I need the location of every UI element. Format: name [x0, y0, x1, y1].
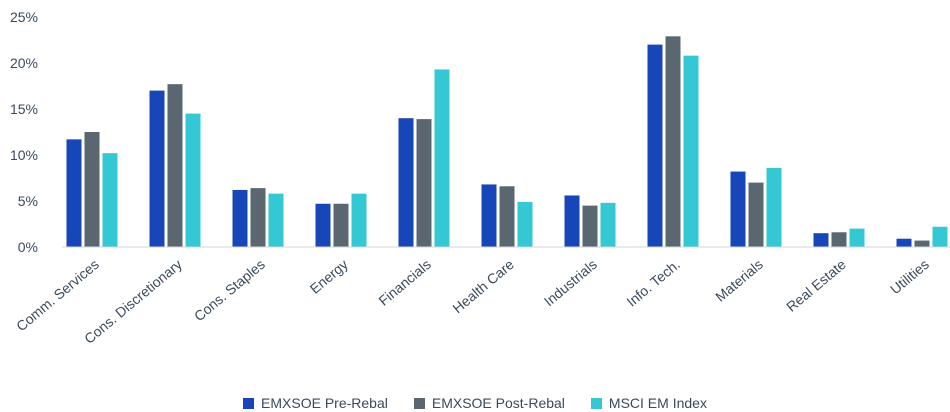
x-category-label: Real Estate — [783, 256, 849, 315]
bar — [499, 186, 515, 247]
legend-label: EMXSOE Pre-Rebal — [261, 395, 388, 411]
y-tick-label: 15% — [10, 101, 38, 117]
bar — [582, 205, 598, 247]
legend-label: MSCI EM Index — [608, 395, 707, 411]
y-tick-label: 10% — [10, 147, 38, 163]
bar — [831, 232, 847, 247]
legend: EMXSOE Pre-Rebal EMXSOE Post-Rebal MSCI EM… — [0, 394, 950, 412]
bar — [766, 167, 782, 247]
bar — [84, 132, 100, 247]
legend-item: MSCI EM Index — [590, 395, 707, 411]
legend-item: EMXSOE Post-Rebal — [413, 395, 565, 411]
bar — [600, 202, 616, 247]
bar — [232, 189, 248, 247]
x-category-label: Industrials — [541, 256, 600, 309]
legend-label: EMXSOE Post-Rebal — [431, 395, 565, 411]
bar — [813, 233, 829, 247]
x-category-label: Cons. Staples — [191, 256, 268, 324]
bar — [185, 113, 201, 247]
x-category-label: Energy — [307, 256, 351, 297]
bar — [896, 238, 912, 247]
bar — [647, 44, 663, 247]
bars-group — [66, 36, 948, 247]
legend-swatch — [413, 397, 425, 409]
bar — [167, 84, 183, 247]
bar — [149, 90, 165, 247]
y-tick-label: 0% — [18, 239, 38, 255]
bar — [517, 201, 533, 247]
bar — [564, 195, 580, 247]
bar — [748, 182, 764, 247]
legend-swatch — [590, 397, 602, 409]
bar — [416, 119, 432, 247]
bar — [333, 203, 349, 247]
y-axis: 0% 5% 10% 15% 20% 25% — [10, 9, 38, 255]
bar — [398, 118, 414, 247]
x-category-label: Comm. Services — [13, 256, 102, 334]
y-tick-label: 20% — [10, 55, 38, 71]
bar — [914, 240, 930, 247]
bar — [434, 69, 450, 247]
y-tick-label: 5% — [18, 193, 38, 209]
bar — [683, 55, 699, 247]
bar — [730, 171, 746, 247]
bar — [481, 184, 497, 247]
legend-swatch — [243, 397, 255, 409]
x-category-label: Health Care — [449, 256, 517, 316]
bar — [250, 188, 266, 247]
bar — [66, 139, 82, 247]
bar — [315, 203, 331, 247]
bar — [102, 153, 118, 247]
legend-item: EMXSOE Pre-Rebal — [243, 395, 388, 411]
x-category-label: Utilities — [887, 256, 932, 297]
x-category-label: Info. Tech. — [623, 256, 683, 310]
bar — [351, 193, 367, 247]
bar — [932, 226, 948, 247]
bar — [849, 228, 865, 247]
bar — [665, 36, 681, 247]
x-category-label: Materials — [712, 256, 766, 305]
bar — [268, 193, 284, 247]
y-tick-label: 25% — [10, 9, 38, 25]
x-category-label: Financials — [375, 256, 434, 309]
